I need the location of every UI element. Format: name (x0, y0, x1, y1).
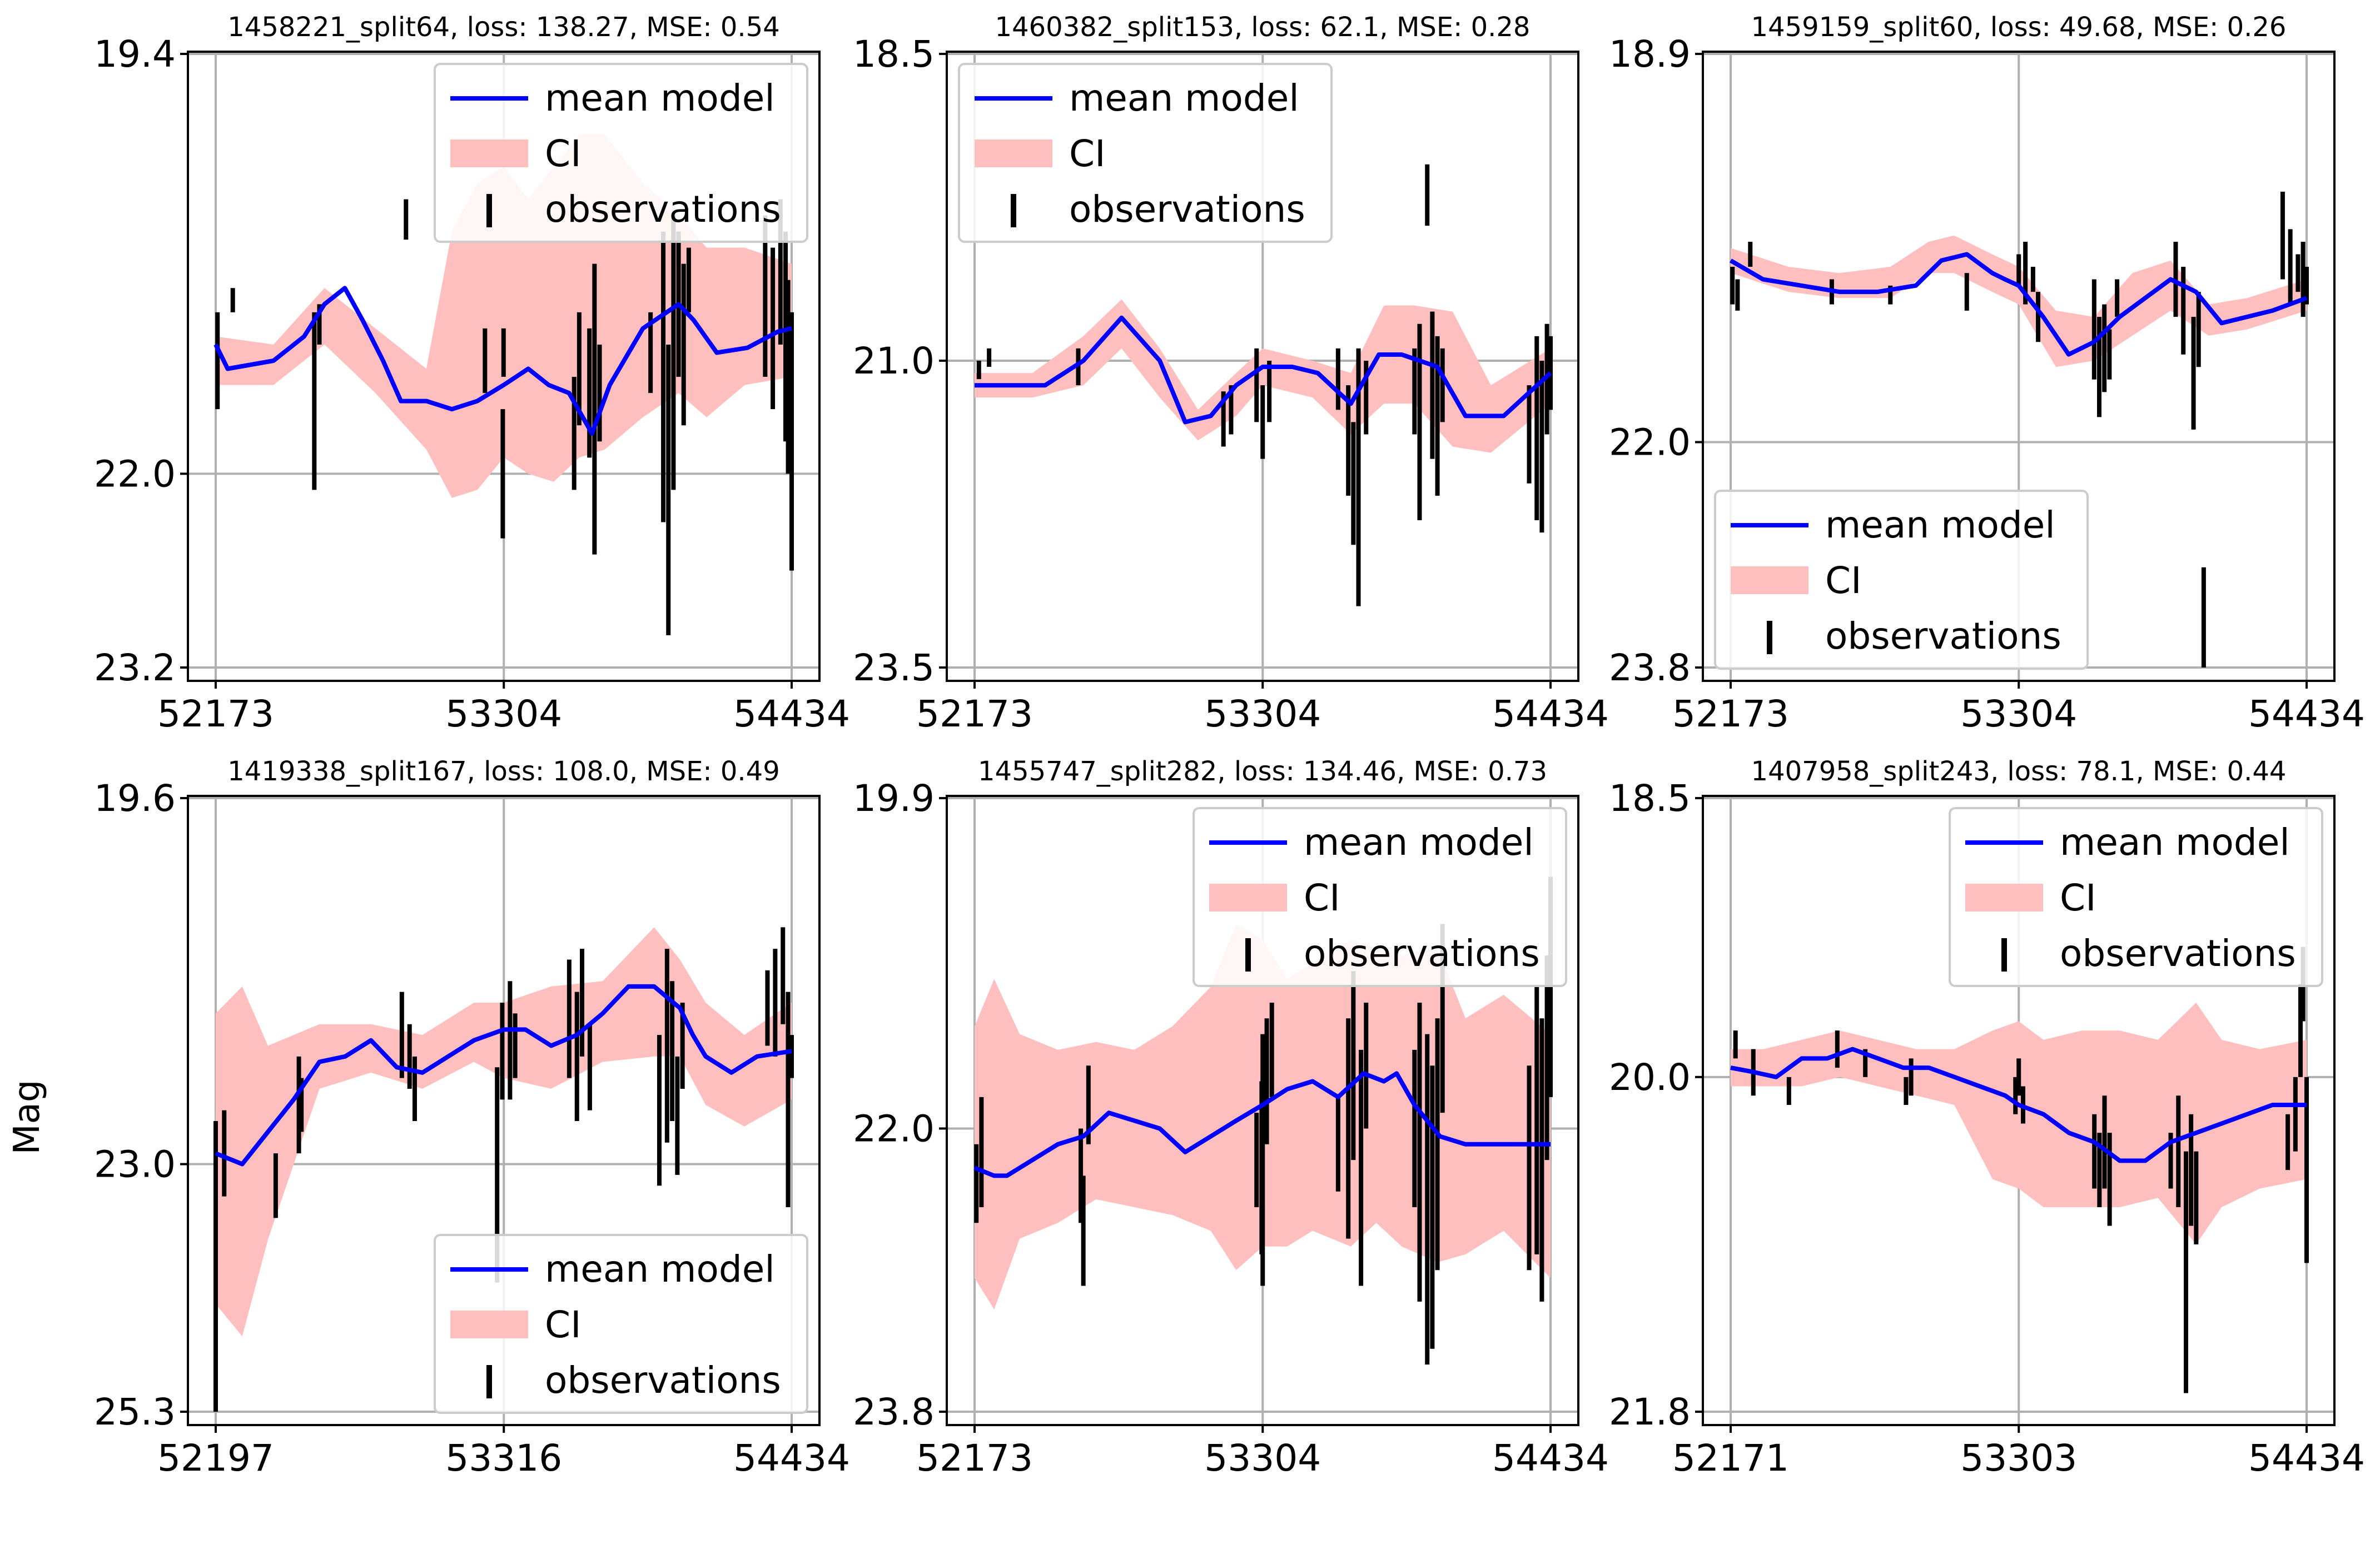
legend-observations-label: observations (545, 188, 781, 231)
legend-ci-label: CI (1825, 559, 1862, 602)
y-tick-label: 22.0 (853, 1107, 935, 1150)
legend-observations-label: observations (1825, 615, 2061, 658)
legend: mean model CI observations (1949, 807, 2323, 987)
x-tick-label: 54434 (2248, 1437, 2365, 1480)
x-tick-label: 54434 (733, 1437, 850, 1480)
legend-observations-label: observations (1304, 932, 1540, 975)
chart-title: 1407958_split243, loss: 78.1, MSE: 0.44 (1751, 756, 2287, 787)
y-tick-label: 23.0 (94, 1143, 176, 1186)
y-tick-label: 19.9 (853, 777, 935, 820)
legend-frame (1193, 807, 1567, 987)
x-tick-label: 53303 (1960, 1437, 2077, 1480)
legend-frame (434, 63, 808, 243)
y-tick-label: 18.9 (1609, 33, 1691, 76)
x-tick-label: 53316 (445, 1437, 562, 1480)
legend-mean-label: mean model (1069, 77, 1299, 119)
mean-model-line (975, 315, 1552, 425)
y-tick-label: 21.8 (1609, 1391, 1691, 1433)
chart-panel-3: 1459159_split60, loss: 49.68, MSE: 0.26 5… (1609, 12, 2365, 735)
x-tick-label: 54434 (2248, 693, 2365, 735)
x-tick-label: 53304 (1204, 1437, 1321, 1480)
legend-frame (958, 63, 1333, 243)
chart-title: 1455747_split282, loss: 134.46, MSE: 0.7… (978, 756, 1547, 787)
chart-panel-1: 1458221_split64, loss: 138.27, MSE: 0.54… (94, 12, 850, 735)
y-tick-label: 25.3 (94, 1391, 176, 1433)
legend: mean model CI observations (1193, 807, 1567, 987)
chart-title: 1460382_split153, loss: 62.1, MSE: 0.28 (995, 12, 1531, 43)
legend-observations-label: observations (545, 1359, 781, 1402)
x-tick-label: 53304 (1960, 693, 2077, 735)
y-tick-label: 23.5 (853, 646, 935, 689)
ci-band (1731, 235, 2307, 367)
legend-mean-label: mean model (2060, 821, 2290, 864)
x-tick-label: 52197 (157, 1437, 274, 1480)
legend: mean model CI observations (434, 1234, 808, 1414)
legend-mean-label: mean model (545, 77, 775, 119)
ci-band (975, 299, 1551, 453)
x-tick-label: 52173 (916, 693, 1033, 735)
legend: mean model CI observations (1714, 490, 2089, 670)
y-tick-label: 18.5 (853, 33, 935, 76)
y-tick-label: 22.0 (94, 452, 176, 495)
legend-ci-label: CI (1304, 876, 1340, 919)
legend-observations-label: observations (2060, 932, 2296, 975)
x-tick-label: 53304 (1204, 693, 1321, 735)
chart-panel-4: 1419338_split167, loss: 108.0, MSE: 0.49… (94, 756, 850, 1480)
legend-ci-label: CI (1069, 132, 1106, 175)
ci-band (1731, 1003, 2307, 1244)
legend-ci-swatch (1965, 884, 2043, 912)
mean-model-line (1729, 252, 2308, 357)
mean-model-line (1730, 1047, 2307, 1163)
chart-panel-5: 1455747_split282, loss: 134.46, MSE: 0.7… (853, 756, 1609, 1480)
mean-model-line (973, 1071, 1551, 1178)
x-tick-label: 54434 (1492, 693, 1609, 735)
x-tick-label: 52171 (1672, 1437, 1789, 1480)
x-tick-label: 52173 (157, 693, 274, 735)
legend-ci-label: CI (2060, 876, 2096, 919)
y-tick-label: 23.2 (94, 646, 176, 689)
legend-ci-label: CI (545, 132, 582, 175)
ci-band (216, 927, 792, 1337)
y-tick-label: 18.5 (1609, 777, 1691, 820)
mean-model-line (215, 984, 792, 1167)
chart-panel-2: 1460382_split153, loss: 62.1, MSE: 0.28 5… (853, 12, 1609, 735)
legend-ci-label: CI (545, 1303, 582, 1346)
legend-ci-swatch (450, 140, 528, 167)
legend-frame (1949, 807, 2323, 987)
x-tick-label: 54434 (1492, 1437, 1609, 1480)
y-tick-label: 21.0 (853, 340, 935, 382)
figure-ylabel: Mag (7, 1079, 48, 1154)
y-tick-label: 19.6 (94, 777, 176, 820)
legend-frame (1714, 490, 2089, 670)
legend-mean-label: mean model (545, 1248, 775, 1291)
y-tick-label: 22.0 (1609, 421, 1691, 464)
x-tick-label: 52173 (1672, 693, 1789, 735)
y-tick-label: 23.8 (853, 1391, 935, 1433)
legend-ci-swatch (975, 140, 1052, 167)
legend: mean model CI observations (434, 63, 808, 243)
x-tick-label: 53304 (445, 693, 562, 735)
chart-title: 1458221_split64, loss: 138.27, MSE: 0.54 (227, 12, 779, 43)
y-tick-label: 20.0 (1609, 1056, 1691, 1099)
x-tick-label: 54434 (733, 693, 850, 735)
x-tick-label: 52173 (916, 1437, 1033, 1480)
legend-ci-swatch (1731, 566, 1808, 594)
legend-ci-swatch (450, 1311, 528, 1338)
legend-observations-label: observations (1069, 188, 1305, 231)
y-tick-label: 23.8 (1609, 646, 1691, 689)
y-tick-label: 19.4 (94, 33, 176, 76)
mean-model-line (213, 286, 792, 436)
legend-mean-label: mean model (1304, 821, 1534, 864)
legend-frame (434, 1234, 808, 1414)
legend: mean model CI observations (958, 63, 1333, 243)
chart-panel-6: 1407958_split243, loss: 78.1, MSE: 0.44 5… (1609, 756, 2365, 1480)
legend-ci-swatch (1209, 884, 1287, 912)
legend-mean-label: mean model (1825, 504, 2055, 546)
chart-title: 1459159_split60, loss: 49.68, MSE: 0.26 (1751, 12, 2287, 43)
chart-title: 1419338_split167, loss: 108.0, MSE: 0.49 (227, 756, 779, 787)
